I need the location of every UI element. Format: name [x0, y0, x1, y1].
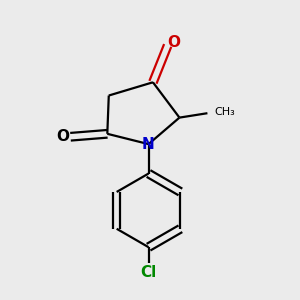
Text: N: N [142, 136, 154, 152]
Text: Cl: Cl [140, 265, 157, 280]
Text: O: O [167, 35, 180, 50]
Text: CH₃: CH₃ [215, 107, 236, 117]
Text: O: O [57, 129, 70, 144]
